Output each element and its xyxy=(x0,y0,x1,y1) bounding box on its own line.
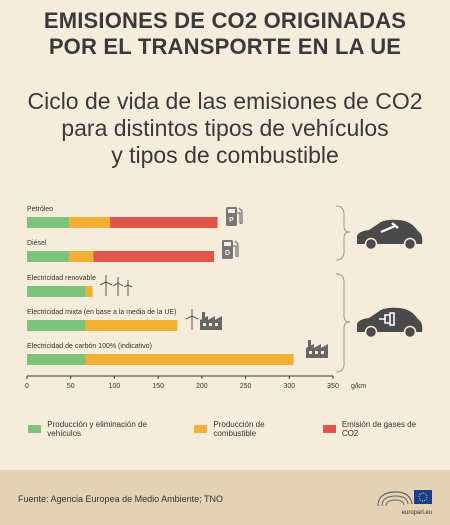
title-line-2: POR EL TRANSPORTE EN LA UE xyxy=(48,34,402,59)
category-label-diesel: Diésel xyxy=(27,240,47,247)
category-label-petroleo: Petróleo xyxy=(27,206,53,213)
x-tick-label-150: 150 xyxy=(152,383,164,390)
factory-icon xyxy=(200,312,222,330)
bar-renovable-vehicle xyxy=(27,286,86,297)
legend-label-vehicle: Producción y eliminación de vehículos xyxy=(47,420,147,438)
bar-renovable-fuel xyxy=(85,286,93,297)
subtitle-line-1: Ciclo de vida de las emisiones de CO2 xyxy=(27,88,423,114)
x-axis-unit: g/km xyxy=(351,383,366,390)
x-tick-label-350: 350 xyxy=(327,383,339,390)
group-brace-electric xyxy=(335,273,351,373)
bar-mixta-vehicle xyxy=(27,320,86,331)
european-parliament-logo xyxy=(377,490,432,507)
legend-item-vehicle: Producción y eliminación de vehículos xyxy=(28,420,176,438)
bar-petroleo-vehicle xyxy=(27,217,69,228)
x-tick-label-50: 50 xyxy=(67,383,75,390)
fuel-pump-d-icon: D xyxy=(222,240,239,259)
group-brace-combustion xyxy=(335,205,351,261)
legend-item-fuel: Producción de combustible xyxy=(194,420,304,438)
bar-mixta-fuel xyxy=(85,320,178,331)
bar-diesel-exhaust xyxy=(93,251,215,262)
legend-swatch-fuel xyxy=(194,425,208,433)
bars-layer: Petróleo Diésel Electricidad renovable Elec… xyxy=(27,206,294,365)
x-tick-label-0: 0 xyxy=(25,383,29,390)
chart-legend: Producción y eliminación de vehículos Pr… xyxy=(28,420,448,438)
bar-petroleo-exhaust xyxy=(110,217,218,228)
category-label-carbon: Electricidad de carbón 100% (indicativo) xyxy=(27,343,152,350)
footer: Fuente: Agencia Europea de Medio Ambient… xyxy=(0,470,450,525)
factory-icon xyxy=(306,340,328,358)
subtitle-line-3: y tipos de combustible xyxy=(111,142,339,168)
combustion-car-icon xyxy=(357,219,423,251)
bar-diesel-vehicle xyxy=(27,251,69,262)
category-label-renovable: Electricidad renovable xyxy=(27,275,96,282)
legend-swatch-vehicle xyxy=(28,425,42,433)
bar-petroleo-fuel xyxy=(68,217,111,228)
wind-turbine-icon xyxy=(99,275,133,296)
x-tick-label-100: 100 xyxy=(109,383,121,390)
legend-label-fuel: Producción de combustible xyxy=(213,420,265,438)
wind-turbine-icon xyxy=(185,309,199,330)
x-tick-label-250: 250 xyxy=(240,383,252,390)
x-tick-label-200: 200 xyxy=(196,383,208,390)
europarl-url: europarl.eu xyxy=(401,510,432,516)
title-line-1: EMISIONES DE CO2 ORIGINADAS xyxy=(43,8,407,33)
subtitle-line-2: para distintos tipos de vehículos xyxy=(61,115,389,141)
x-axis: 0 50 100 150 200 250 300 350 g/km xyxy=(25,375,366,390)
electric-car-icon xyxy=(357,307,423,339)
svg-text:P: P xyxy=(229,217,234,224)
svg-text:D: D xyxy=(225,250,230,257)
legend-item-exhaust: Emisión de gases de CO2 xyxy=(322,420,430,438)
bar-carbon-vehicle xyxy=(27,354,86,365)
legend-label-exhaust: Emisión de gases de CO2 xyxy=(341,420,417,438)
bar-carbon-fuel xyxy=(85,354,294,365)
bar-diesel-fuel xyxy=(68,251,94,262)
legend-swatch-exhaust xyxy=(322,425,336,433)
x-tick-label-300: 300 xyxy=(283,383,295,390)
fuel-pump-p-icon: P xyxy=(226,207,243,226)
category-label-mixta: Electricidad mixta (en base a la media d… xyxy=(27,309,176,316)
emissions-bar-chart: Petróleo Diésel Electricidad renovable Elec… xyxy=(25,205,423,390)
page-subtitle: Ciclo de vida de las emisiones de CO2 pa… xyxy=(0,88,450,169)
page-title: EMISIONES DE CO2 ORIGINADAS POR EL TRANS… xyxy=(0,8,450,60)
source-note: Fuente: Agencia Europea de Medio Ambient… xyxy=(18,494,223,504)
